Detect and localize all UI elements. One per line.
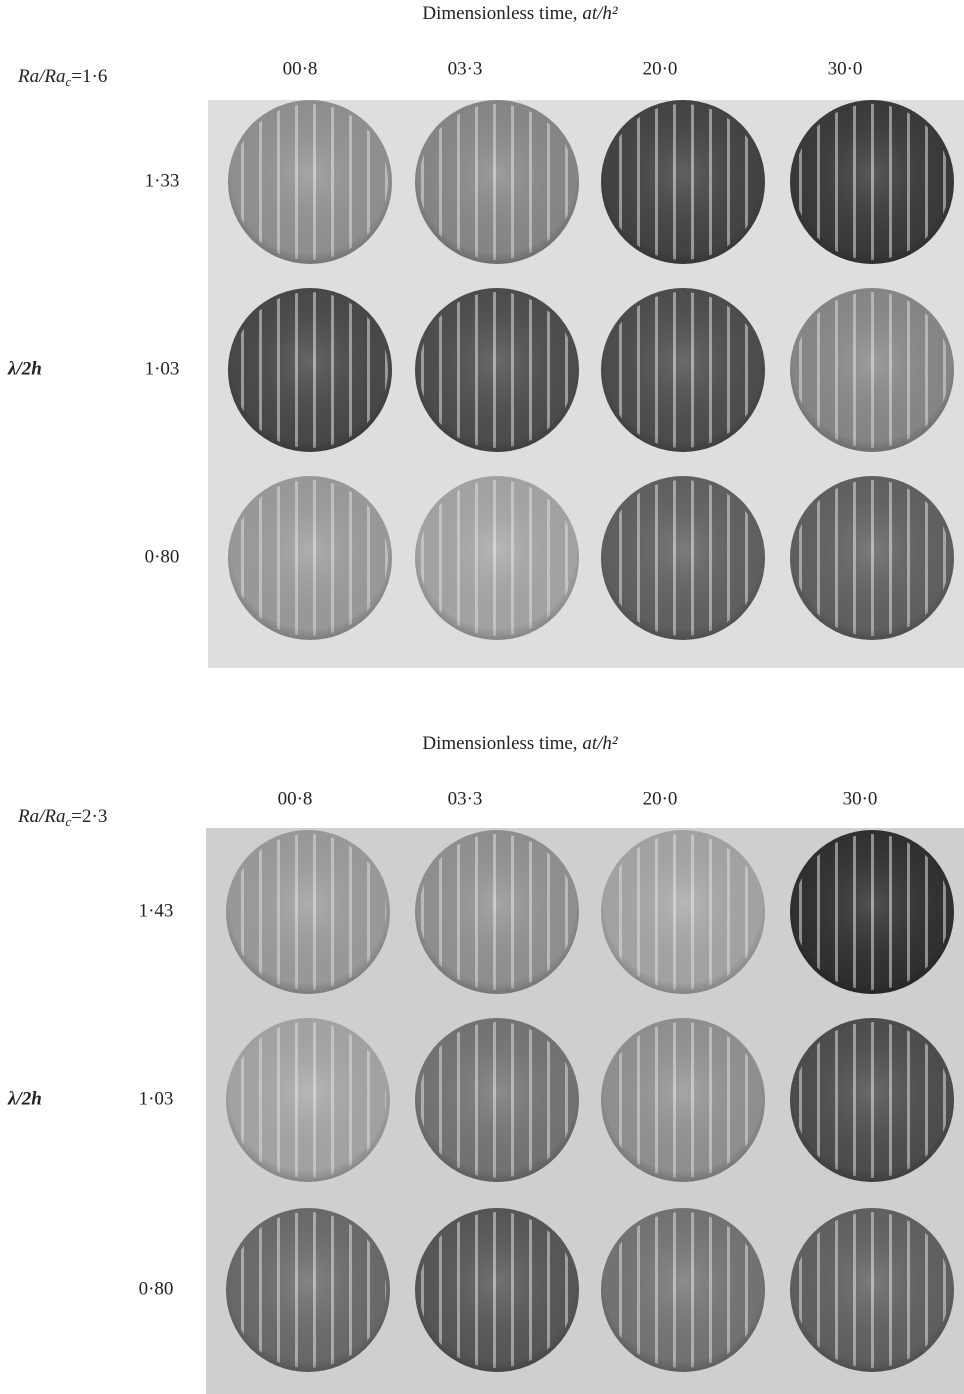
photo-shading <box>415 476 579 640</box>
photo-shading <box>601 1018 765 1182</box>
photo-shading <box>601 288 765 452</box>
photo-shading <box>226 830 390 994</box>
photo-shading <box>790 1018 954 1182</box>
photo-shading <box>601 100 765 264</box>
ratio-lhs: Ra/Ra <box>17 66 66 87</box>
photo-shading <box>226 1018 390 1182</box>
panel-title: Dimensionless time, at/h² <box>422 733 617 754</box>
photo-shading <box>790 100 954 264</box>
photo-shading <box>228 100 392 264</box>
photo-shading <box>790 288 954 452</box>
column-label: 03·3 <box>448 58 483 79</box>
row-label: 1·03 <box>139 1088 174 1109</box>
photo-shading <box>790 830 954 994</box>
photo-shading <box>601 476 765 640</box>
row-label: 0·80 <box>139 1278 174 1299</box>
photo-shading <box>415 1208 579 1372</box>
column-label: 30·0 <box>843 788 878 809</box>
title-variable: at/h² <box>582 733 618 754</box>
photo-shading <box>790 1208 954 1372</box>
ratio-lhs: Ra/Ra <box>17 806 66 827</box>
row-axis-label: λ/2h <box>7 358 42 379</box>
row-label: 0·80 <box>145 546 180 567</box>
title-variable: at/h² <box>582 3 618 24</box>
panel-title: Dimensionless time, at/h² <box>422 3 617 24</box>
row-label: 1·03 <box>145 358 180 379</box>
column-label: 00·8 <box>278 788 313 809</box>
photo-shading <box>228 476 392 640</box>
photo-shading <box>415 1018 579 1182</box>
ratio-rhs: =2·3 <box>71 806 107 827</box>
photo-shading <box>226 1208 390 1372</box>
row-label: 1·33 <box>145 170 180 191</box>
title-text: Dimensionless time, <box>422 733 577 754</box>
column-label: 30·0 <box>828 58 863 79</box>
ratio-label: Ra/Rac=2·3 <box>17 806 107 829</box>
column-label: 20·0 <box>643 788 678 809</box>
photo-shading <box>415 100 579 264</box>
column-label: 00·8 <box>283 58 318 79</box>
ratio-label: Ra/Rac=1·6 <box>17 66 107 89</box>
photo-shading <box>415 830 579 994</box>
row-axis-label: λ/2h <box>7 1088 42 1109</box>
column-label: 03·3 <box>448 788 483 809</box>
title-text: Dimensionless time, <box>422 3 577 24</box>
photo-shading <box>415 288 579 452</box>
row-label: 1·43 <box>139 900 174 921</box>
photo-shading <box>601 830 765 994</box>
photo-shading <box>601 1208 765 1372</box>
ratio-rhs: =1·6 <box>71 66 107 87</box>
figure: Dimensionless time, at/h² Ra/Rac=1·6 00·8 0… <box>0 0 964 1394</box>
column-label: 20·0 <box>643 58 678 79</box>
photo-shading <box>790 476 954 640</box>
photo-shading <box>228 288 392 452</box>
